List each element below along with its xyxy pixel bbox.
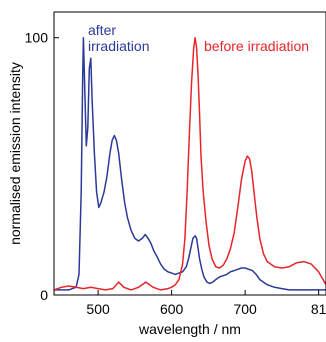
series-label-after-irradiation-line: irradiation xyxy=(88,38,149,54)
series-label-before-irradiation: before irradiation xyxy=(204,38,309,54)
series-line-before-irradiation xyxy=(54,36,326,291)
axis-ticks: 500 600 700 81 0 100 xyxy=(25,30,326,317)
plot-frame xyxy=(53,11,326,296)
series-label-after-irradiation-line: after xyxy=(88,22,116,38)
x-tick-label: 81 xyxy=(311,301,326,317)
x-axis-title: wavelength / nm xyxy=(138,321,241,337)
x-tick-label: 700 xyxy=(233,301,257,317)
x-tick-label: 500 xyxy=(86,301,110,317)
x-tick-label: 600 xyxy=(160,301,184,317)
y-axis-title: normalised emission intensity xyxy=(7,62,23,245)
series-line-after-irradiation xyxy=(54,36,326,291)
y-tick-label: 0 xyxy=(40,287,48,303)
y-tick-label: 100 xyxy=(25,30,49,46)
plot-area xyxy=(54,36,326,291)
